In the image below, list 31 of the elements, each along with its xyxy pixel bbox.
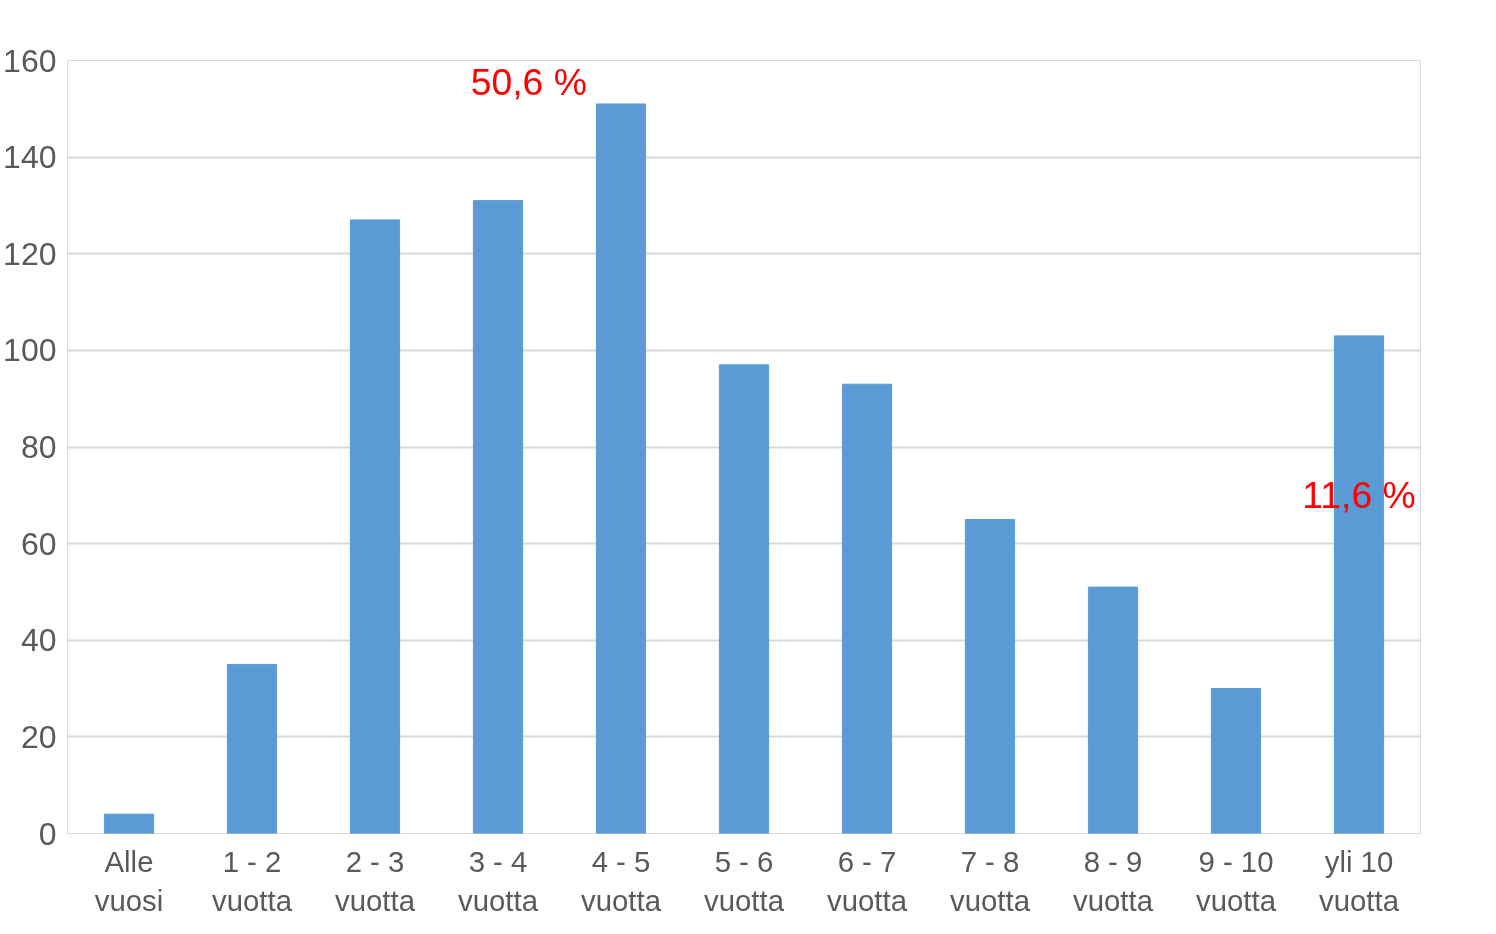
- bar: [718, 364, 770, 834]
- bar: [226, 663, 278, 834]
- y-tick-label: 160: [3, 42, 57, 79]
- x-tick-label: 5 - 6 vuotta: [704, 844, 785, 918]
- x-tick-label: 3 - 4 vuotta: [458, 844, 539, 918]
- bar: [595, 103, 647, 834]
- x-tick-label: Alle vuosi: [94, 844, 164, 918]
- x-tick-label: 7 - 8 vuotta: [950, 844, 1031, 918]
- y-tick-label: 100: [3, 332, 57, 369]
- bar: [841, 383, 893, 834]
- y-tick-label: 40: [20, 622, 57, 659]
- y-tick-label: 60: [20, 525, 57, 562]
- x-tick-label: 1 - 2 vuotta: [212, 844, 293, 918]
- x-tick-label: 2 - 3 vuotta: [335, 844, 416, 918]
- y-tick-label: 140: [3, 139, 57, 176]
- annotation: 50,6 %: [470, 60, 587, 103]
- y-tick-label: 0: [38, 815, 57, 852]
- bar: [1210, 688, 1262, 834]
- bar: [964, 518, 1016, 834]
- y-tick-label: 120: [3, 235, 57, 272]
- bar: [349, 219, 401, 834]
- y-tick-label: 20: [20, 718, 57, 755]
- x-tick-label: 8 - 9 vuotta: [1073, 844, 1154, 918]
- x-tick-label: 6 - 7 vuotta: [827, 844, 908, 918]
- x-tick-label: yli 10 vuotta: [1319, 844, 1400, 918]
- bar: [472, 200, 524, 834]
- bar: [103, 813, 155, 834]
- x-tick-label: 4 - 5 vuotta: [581, 844, 662, 918]
- bar: [1087, 586, 1139, 834]
- x-tick-label: 9 - 10 vuotta: [1196, 844, 1277, 918]
- y-tick-label: 80: [20, 429, 57, 465]
